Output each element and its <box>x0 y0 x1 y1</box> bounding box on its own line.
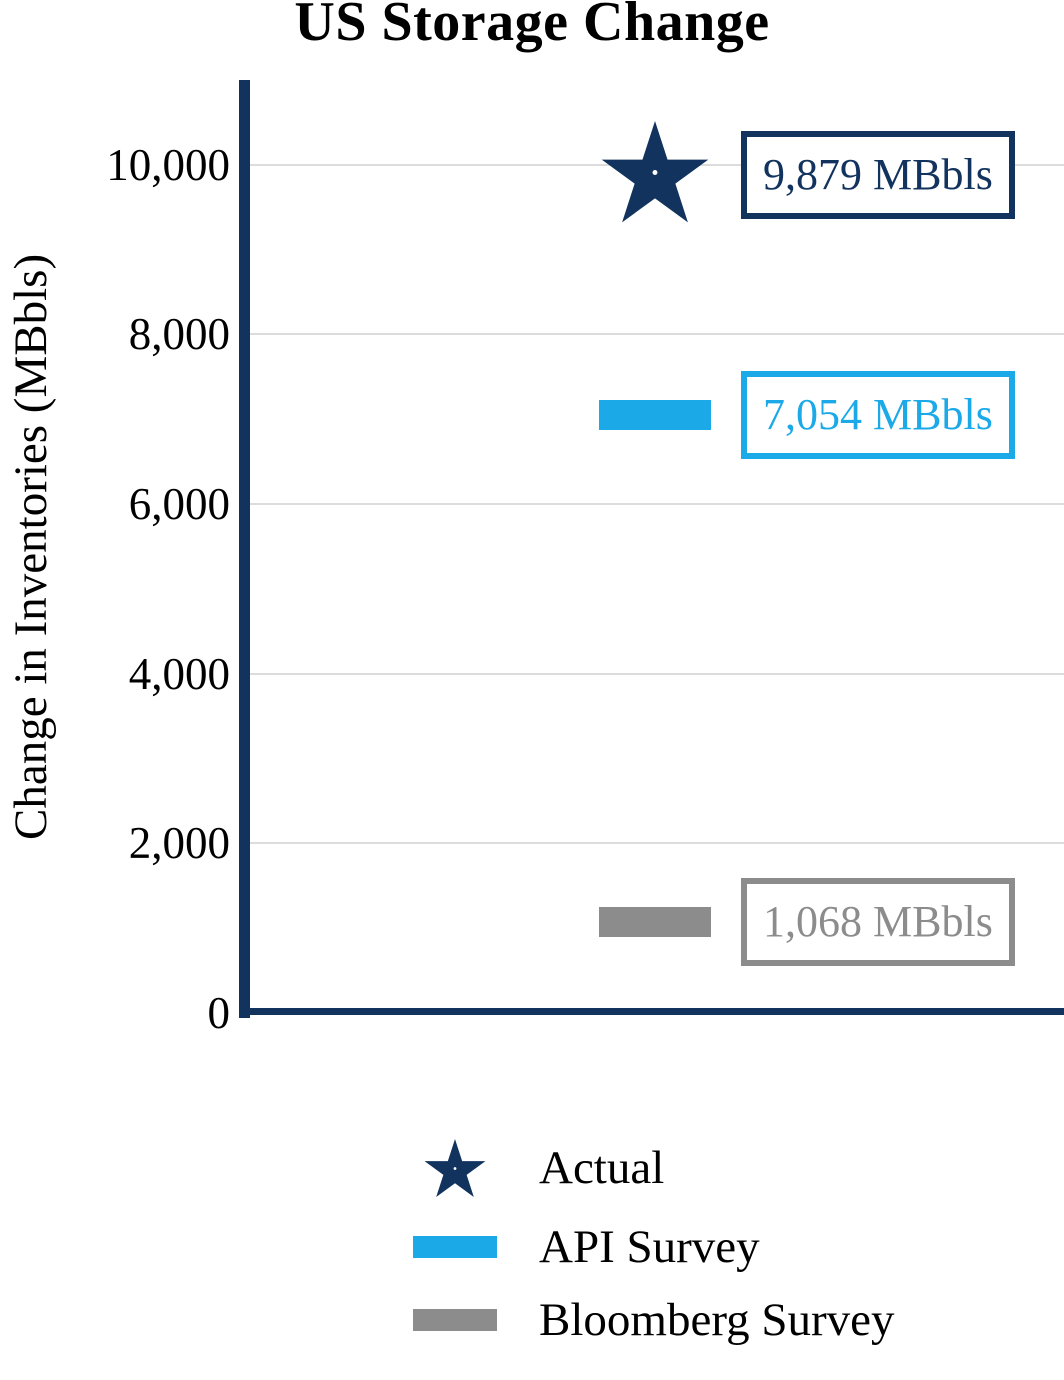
dash-icon-glyph <box>413 1236 497 1258</box>
marker-dash-api-survey <box>599 399 711 430</box>
dash-icon <box>405 1309 505 1331</box>
star-icon-glyph <box>423 1138 487 1198</box>
legend-label: Actual <box>539 1141 665 1194</box>
chart-title: US Storage Change <box>294 0 770 53</box>
gridline <box>249 842 1064 845</box>
dash-icon-glyph <box>413 1309 497 1331</box>
dash-icon <box>405 1236 505 1258</box>
value-label-bloomberg-survey: 1,068 MBbls <box>741 878 1015 967</box>
y-tick-label: 2,000 <box>128 818 230 869</box>
y-tick-label: 10,000 <box>106 139 230 190</box>
gridline <box>249 672 1064 675</box>
y-axis-line <box>239 80 250 1018</box>
y-tick-label: 4,000 <box>128 648 230 699</box>
legend-label: Bloomberg Survey <box>539 1293 895 1346</box>
marker-dash-bloomberg-survey <box>599 907 711 938</box>
star-icon <box>405 1138 505 1198</box>
value-label-actual: 9,879 MBbls <box>741 131 1015 220</box>
x-axis-line <box>239 1008 1064 1015</box>
legend-item-api-survey: API Survey <box>405 1207 760 1287</box>
y-tick-label: 8,000 <box>128 309 230 360</box>
y-tick-label: 0 <box>207 988 231 1038</box>
legend-label: API Survey <box>539 1220 760 1273</box>
value-label-api-survey: 7,054 MBbls <box>741 370 1015 459</box>
gridline <box>249 333 1064 336</box>
legend-item-actual: Actual <box>405 1128 664 1208</box>
y-tick-label: 6,000 <box>128 479 230 530</box>
gridline <box>249 503 1064 506</box>
marker-star-actual <box>599 121 711 224</box>
legend-item-bloomberg-survey: Bloomberg Survey <box>405 1280 895 1360</box>
